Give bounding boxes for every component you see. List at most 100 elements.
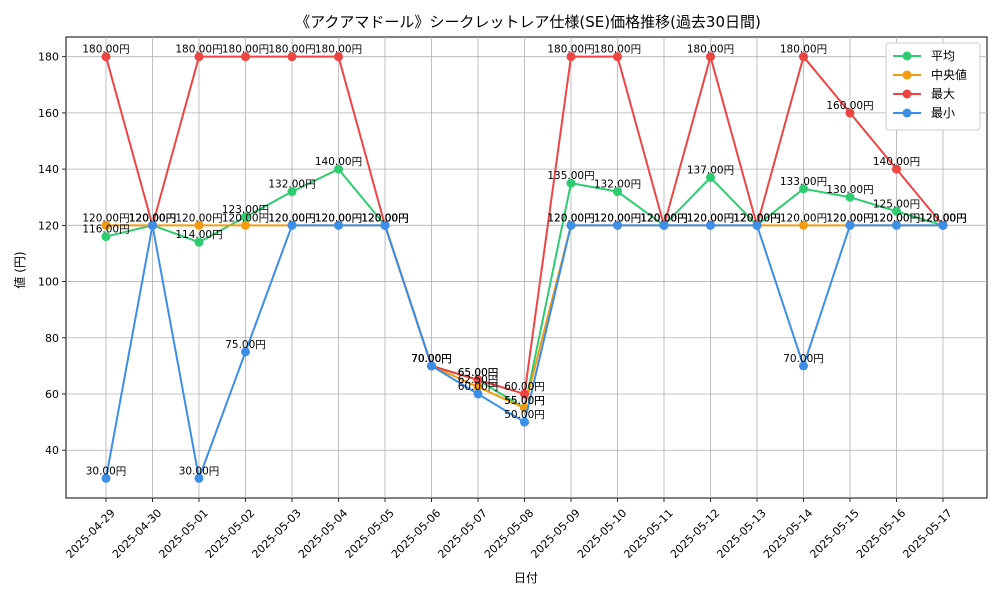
data-point [659, 220, 669, 230]
data-point [101, 232, 111, 242]
data-point [799, 220, 808, 230]
data-label: 30.00円 [179, 465, 220, 477]
data-label: 120.00円 [129, 212, 176, 224]
data-label: 55.00円 [504, 395, 545, 407]
data-point [613, 220, 622, 230]
series-lines [101, 52, 948, 483]
plot-frame [65, 36, 988, 499]
data-label: 125.00円 [873, 198, 920, 210]
data-label: 120.00円 [129, 212, 176, 224]
data-label: 120.00円 [547, 212, 594, 224]
data-label: 180.00円 [594, 44, 641, 56]
data-label: 120.00円 [361, 212, 408, 224]
data-point [380, 220, 390, 230]
data-label: 120.00円 [268, 212, 315, 224]
data-point [101, 52, 111, 62]
data-label: 120.00円 [640, 212, 687, 224]
legend-label: 最大 [931, 87, 955, 101]
data-point [194, 220, 204, 230]
data-label: 120.00円 [594, 212, 641, 224]
data-label: 70.00円 [411, 353, 452, 365]
legend-label: 平均 [931, 49, 955, 63]
data-label: 120.00円 [594, 212, 641, 224]
data-label: 120.00円 [780, 212, 827, 224]
y-axis-label: 値 (円) [12, 251, 27, 288]
data-point [287, 220, 297, 230]
data-point [101, 473, 111, 483]
data-point [706, 220, 715, 230]
data-label: 133.00円 [780, 176, 827, 188]
data-label: 75.00円 [225, 339, 266, 351]
data-point [613, 187, 622, 197]
data-label: 120.00円 [640, 212, 687, 224]
data-point [566, 178, 576, 188]
data-label: 160.00円 [826, 100, 873, 112]
data-point [566, 52, 576, 62]
y-tick-label: 160 [38, 107, 59, 120]
data-point [892, 220, 901, 230]
y-tick-label: 100 [38, 276, 59, 289]
legend-swatch-marker [902, 89, 912, 99]
data-label: 130.00円 [826, 184, 873, 196]
data-point [845, 108, 855, 118]
data-label: 120.00円 [687, 212, 734, 224]
data-label: 70.00円 [783, 353, 824, 365]
data-label: 120.00円 [640, 212, 687, 224]
data-label: 120.00円 [687, 212, 734, 224]
data-label: 120.00円 [547, 212, 594, 224]
data-point [706, 52, 715, 62]
y-tick-label: 60 [45, 388, 59, 401]
data-label: 120.00円 [640, 212, 687, 224]
data-label: 120.00円 [222, 212, 269, 224]
data-label: 60.00円 [458, 381, 499, 393]
data-label: 120.00円 [873, 212, 920, 224]
data-point [706, 173, 715, 183]
data-label: 120.00円 [733, 212, 780, 224]
data-labels: 116.00円120.00円114.00円123.00円132.00円140.0… [82, 44, 966, 478]
data-point [194, 473, 204, 483]
y-tick-label: 120 [38, 219, 59, 232]
legend-label: 中央値 [931, 67, 967, 82]
data-label: 120.00円 [175, 212, 222, 224]
data-label: 120.00円 [268, 212, 315, 224]
data-label: 123.00円 [222, 204, 269, 216]
data-label: 140.00円 [873, 156, 920, 168]
data-point [101, 220, 111, 230]
data-label: 180.00円 [315, 44, 362, 56]
data-point [334, 164, 343, 174]
chart-title: 《アクアマドール》シークレットレア仕様(SE)価格推移(過去30日間) [295, 13, 761, 31]
data-point [566, 220, 576, 230]
data-label: 120.00円 [826, 212, 873, 224]
legend-swatch-marker [902, 51, 912, 61]
axis-ticks: 2025-04-292025-04-302025-05-012025-05-02… [38, 51, 955, 561]
data-label: 120.00円 [733, 212, 780, 224]
data-label: 132.00円 [594, 179, 641, 191]
data-label: 120.00円 [129, 212, 176, 224]
data-point [241, 220, 250, 230]
data-label: 120.00円 [361, 212, 408, 224]
data-point [520, 417, 529, 427]
data-label: 70.00円 [411, 353, 452, 365]
data-point [845, 192, 855, 202]
data-label: 137.00円 [687, 165, 734, 177]
data-label: 180.00円 [222, 44, 269, 56]
data-label: 180.00円 [175, 44, 222, 56]
data-label: 65.00円 [458, 367, 499, 379]
data-label: 132.00円 [268, 179, 315, 191]
data-point [799, 361, 808, 371]
legend-box [885, 42, 981, 131]
data-point [799, 52, 808, 62]
data-label: 62.50円 [458, 374, 499, 386]
data-label: 120.00円 [129, 212, 176, 224]
data-label: 70.00円 [411, 353, 452, 365]
data-point [473, 382, 483, 392]
data-label: 65.00円 [458, 367, 499, 379]
data-label: 120.00円 [919, 212, 966, 224]
data-point [845, 220, 855, 230]
data-label: 60.00円 [504, 381, 545, 393]
data-point [799, 184, 808, 194]
data-label: 180.00円 [82, 44, 129, 56]
data-label: 180.00円 [780, 44, 827, 56]
